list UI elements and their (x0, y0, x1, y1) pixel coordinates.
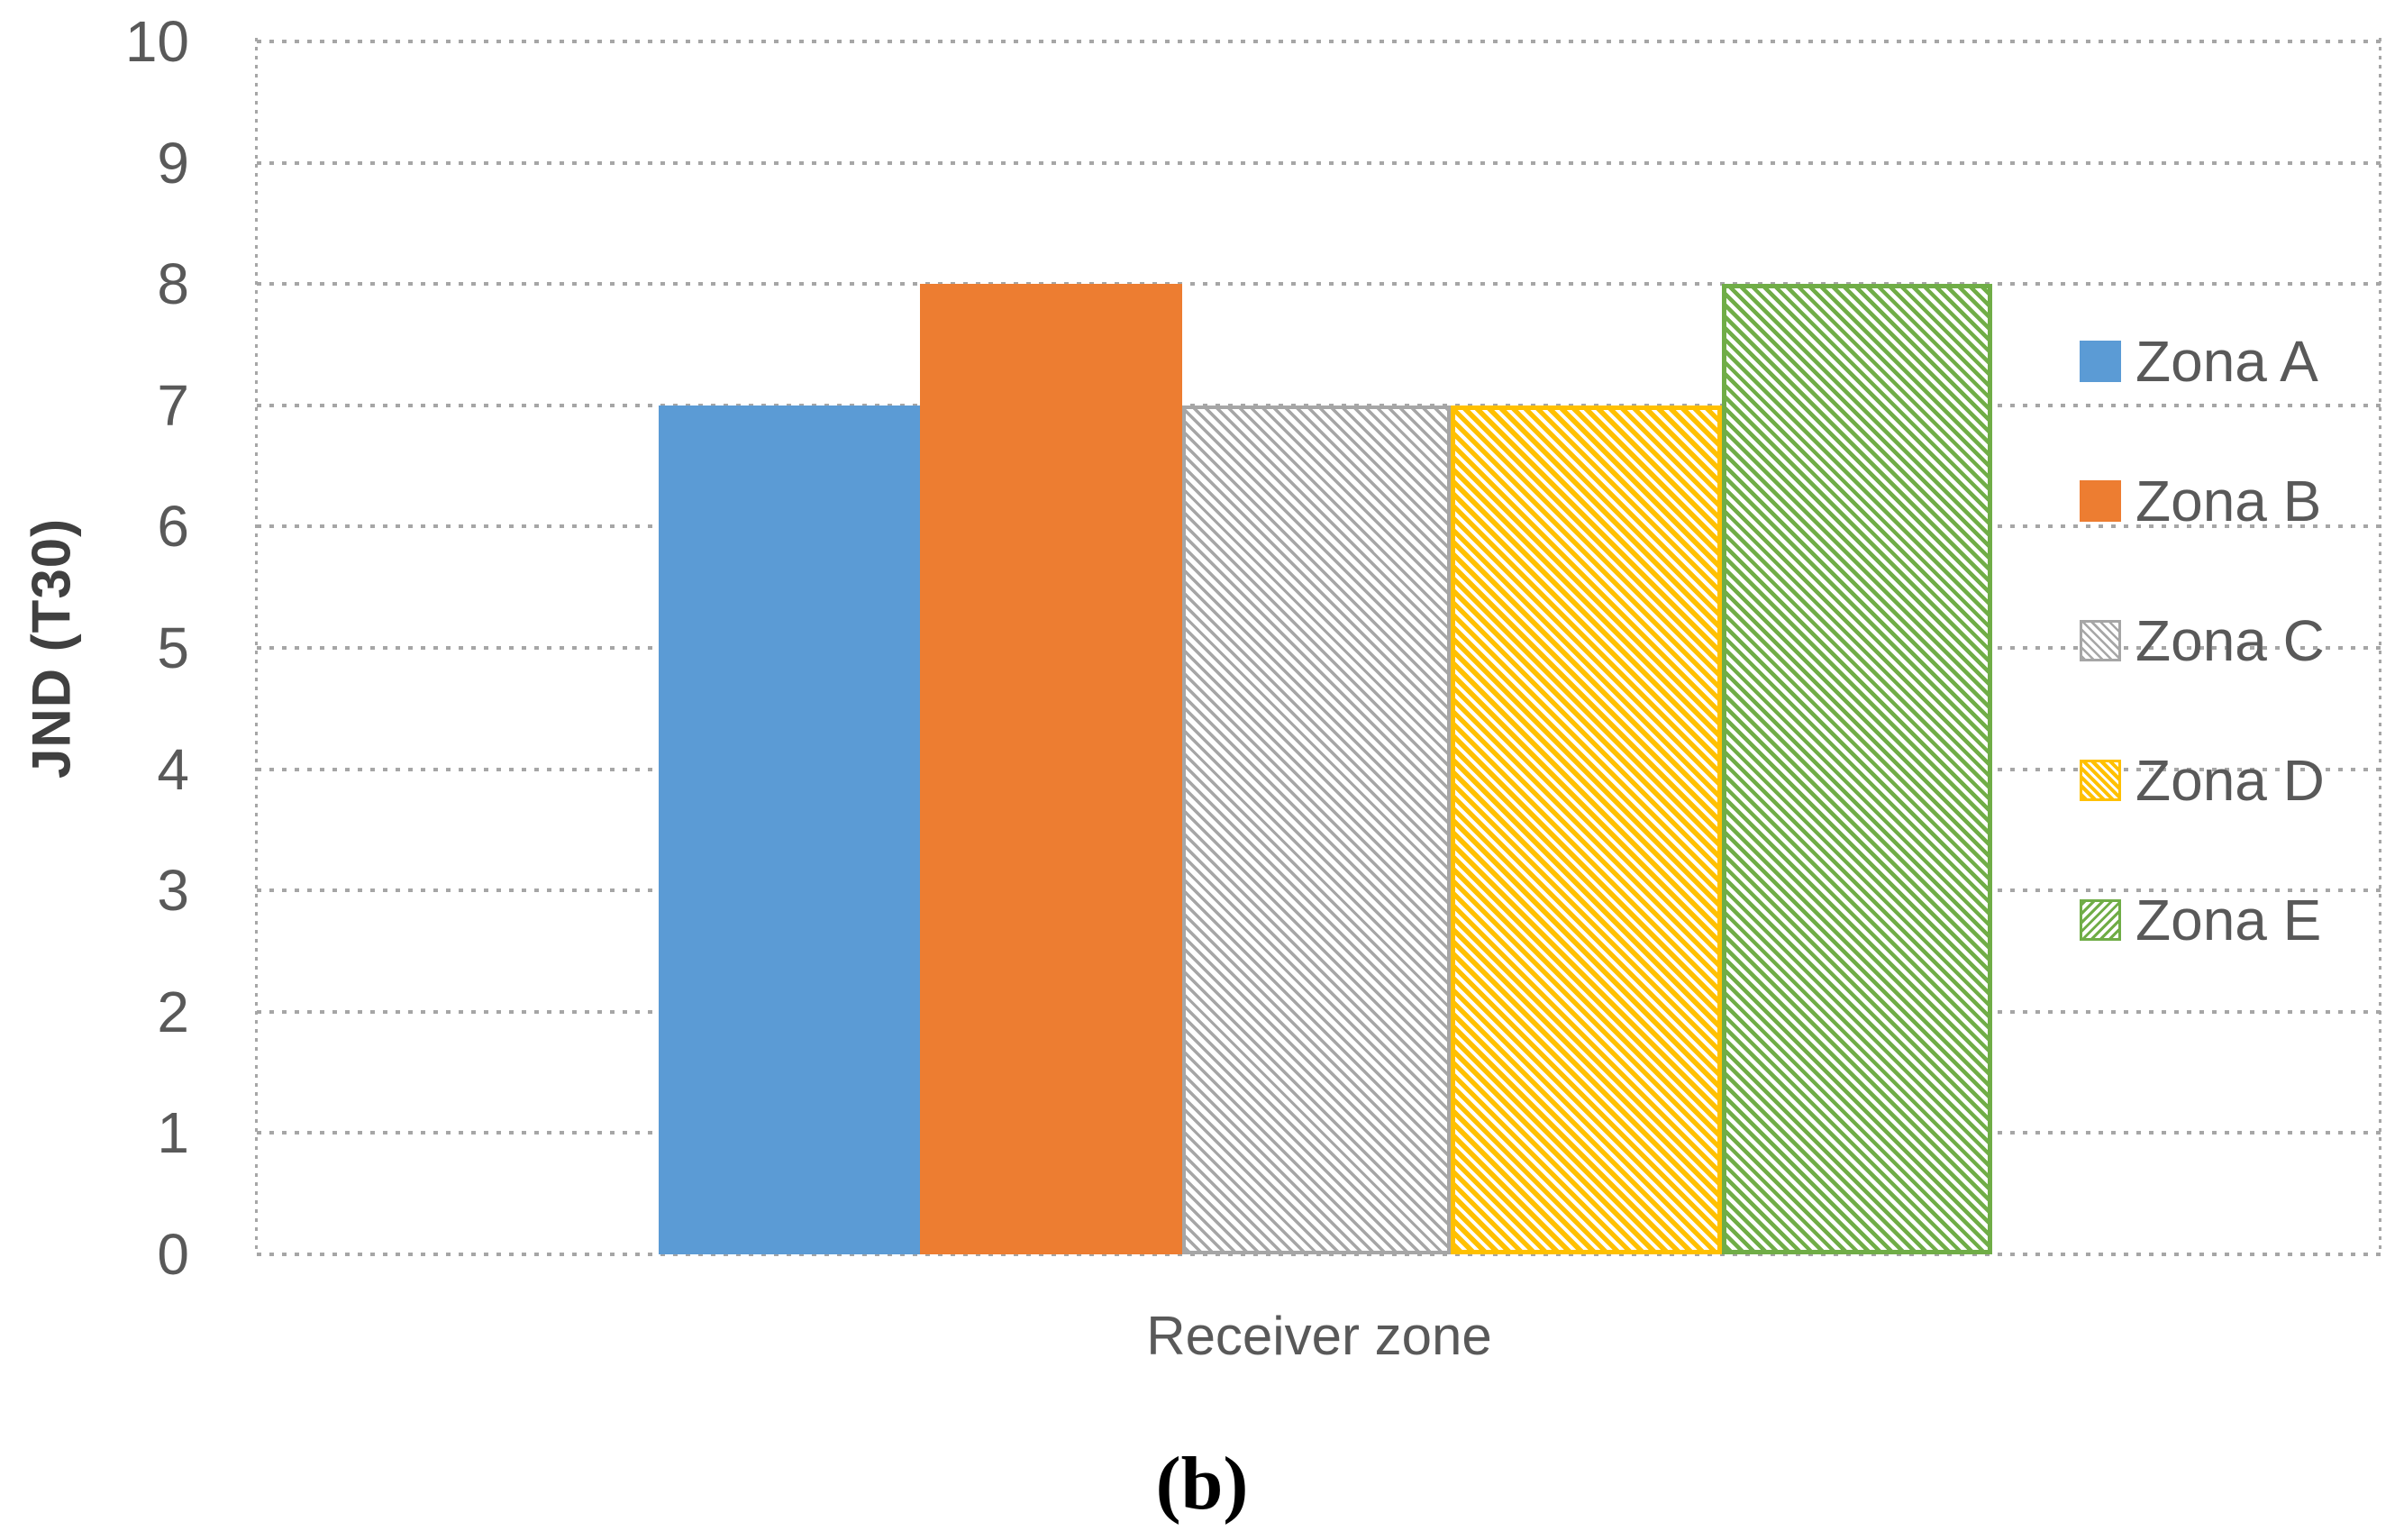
figure-caption: (b) (1155, 1442, 1249, 1526)
y-axis-tick-labels: 0 1 2 3 4 5 6 7 8 9 10 (0, 9, 216, 1287)
legend-swatch-zona-d (2080, 760, 2121, 801)
legend-item-zona-e: Zona E (2080, 888, 2325, 952)
y-tick-label-9: 9 (157, 130, 189, 196)
y-tick-label-0: 0 (157, 1222, 189, 1287)
plot-area (255, 38, 2381, 1256)
gridline-9 (257, 160, 2381, 165)
legend-label-zona-c: Zona C (2135, 608, 2325, 673)
legend: Zona A Zona B Zona C Zona D Zona E (2080, 329, 2325, 952)
gridline-0 (257, 1253, 2381, 1256)
legend-item-zona-d: Zona D (2080, 748, 2325, 813)
legend-label-zona-a: Zona A (2135, 329, 2318, 394)
bar-zona-a (658, 405, 921, 1254)
legend-swatch-zona-b (2080, 480, 2121, 522)
legend-item-zona-b: Zona B (2080, 469, 2325, 533)
y-tick-label-8: 8 (157, 251, 189, 317)
legend-label-zona-b: Zona B (2135, 469, 2322, 533)
gridline-10 (257, 40, 2381, 43)
y-tick-label-2: 2 (157, 979, 189, 1044)
legend-swatch-zona-e (2080, 899, 2121, 941)
y-tick-label-4: 4 (157, 736, 189, 802)
bar-zona-d (1451, 405, 1722, 1254)
legend-item-zona-a: Zona A (2080, 329, 2325, 394)
y-axis-line (255, 38, 258, 1254)
legend-label-zona-d: Zona D (2135, 748, 2325, 813)
y-tick-label-1: 1 (157, 1100, 189, 1166)
bar-zona-b (920, 284, 1182, 1254)
plot-right-border (2379, 38, 2381, 1254)
legend-swatch-zona-c (2080, 620, 2121, 661)
y-tick-label-5: 5 (157, 615, 189, 680)
legend-item-zona-c: Zona C (2080, 608, 2325, 673)
y-tick-label-3: 3 (157, 858, 189, 924)
bar-zona-e (1721, 284, 1993, 1254)
bar-group (658, 41, 1993, 1254)
gridline-8 (257, 282, 2381, 287)
y-tick-label-10: 10 (124, 9, 189, 74)
x-axis-title: Receiver zone (1146, 1306, 1492, 1366)
legend-label-zona-e: Zona E (2135, 888, 2322, 952)
y-tick-label-6: 6 (157, 494, 189, 560)
y-tick-label-7: 7 (157, 372, 189, 438)
bar-zona-c (1181, 405, 1452, 1254)
legend-swatch-zona-a (2080, 341, 2121, 382)
